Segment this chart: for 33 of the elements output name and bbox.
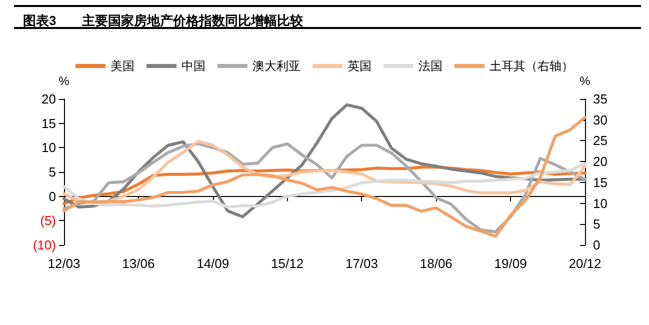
x-tick-label: 20/12 bbox=[568, 256, 602, 271]
y2-tick-label: 25 bbox=[593, 133, 608, 148]
y-tick-label: (10) bbox=[32, 238, 56, 252]
legend-label: 澳大利亚 bbox=[252, 59, 300, 73]
legend-label: 美国 bbox=[110, 59, 134, 73]
x-tick-label: 18/06 bbox=[420, 256, 452, 271]
x-tick-label: 13/06 bbox=[122, 256, 155, 271]
legend-label: 英国 bbox=[348, 59, 372, 73]
y2-tick-label: 5 bbox=[593, 216, 600, 232]
y-tick-label: 15 bbox=[42, 116, 56, 131]
y2-tick-label: 35 bbox=[593, 92, 608, 106]
y2-tick-label: 20 bbox=[593, 154, 608, 170]
x-tick-label: 14/09 bbox=[196, 256, 230, 271]
y2-tick-label: 15 bbox=[593, 174, 608, 190]
y2-tick-label: 10 bbox=[593, 196, 608, 211]
chart-title: 图表3 主要国家房地产价格指数同比增幅比较 bbox=[23, 13, 304, 28]
y2-tick-label: 0 bbox=[593, 238, 600, 252]
y2-tick-label: 30 bbox=[593, 112, 608, 128]
y-tick-label: (5) bbox=[40, 213, 56, 228]
y-axis-title: % bbox=[58, 74, 70, 88]
x-tick-label: 19/09 bbox=[494, 256, 527, 271]
x-tick-label: 12/03 bbox=[48, 256, 80, 271]
line-series bbox=[62, 116, 586, 238]
y-tick-label: 10 bbox=[42, 140, 56, 156]
y-tick-label: 20 bbox=[42, 92, 56, 106]
legend-label: 土耳其（右轴） bbox=[490, 59, 574, 73]
y-tick-label: 5 bbox=[48, 164, 56, 180]
x-tick-label: 15/12 bbox=[271, 256, 304, 271]
y-tick-label: 0 bbox=[48, 188, 56, 204]
legend-label: 中国 bbox=[182, 59, 206, 73]
x-tick-label: 17/03 bbox=[345, 256, 378, 271]
y2-axis-title: % bbox=[580, 74, 591, 88]
legend-label: 法国 bbox=[418, 59, 442, 73]
